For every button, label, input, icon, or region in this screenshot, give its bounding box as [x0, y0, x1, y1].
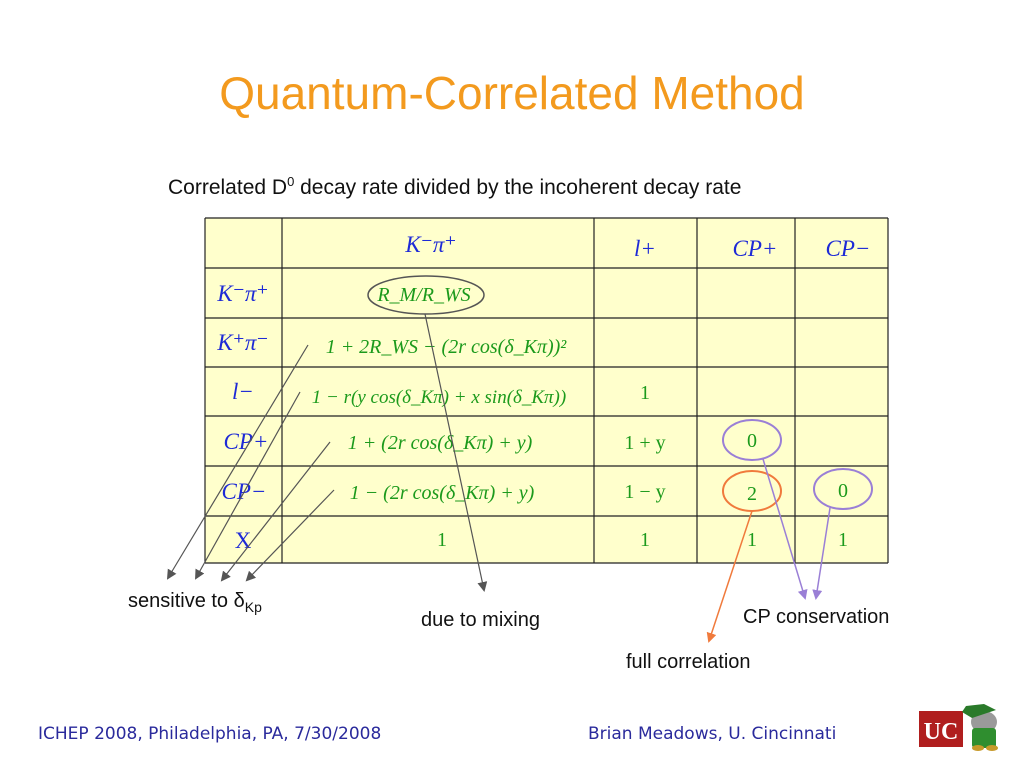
sensitive-arrows — [166, 344, 335, 582]
row-header-x: X — [235, 528, 252, 553]
svg-text:UC: UC — [924, 719, 959, 745]
cell-x-cp-plus: 1 — [747, 529, 757, 551]
highlight-circle-cp-plus-zero — [722, 419, 782, 461]
cell-cp-plus-l-plus: 1 + y — [624, 432, 665, 454]
note-mixing: due to mixing — [421, 609, 540, 631]
caption-prefix: Correlated D — [168, 176, 288, 199]
uc-logo-icon: UC — [919, 711, 963, 747]
babar-elephant-icon — [962, 704, 998, 751]
cell-cp-minus-cp-minus: 0 — [838, 480, 848, 502]
highlight-circle-rm-rws — [367, 275, 485, 315]
caption-superscript: 0 — [287, 174, 295, 189]
col-header-kpi: K⁻π⁺ — [404, 232, 456, 257]
footer-left: ICHEP 2008, Philadelphia, PA, 7/30/2008 — [38, 724, 382, 744]
expr-cp-minus: 1 − (2r cos(δ_Kπ) + y) — [350, 482, 535, 504]
full-correlation-arrow — [706, 510, 753, 643]
page-title: Quantum-Correlated Method — [219, 67, 805, 119]
highlight-circle-cp-minus-zero — [813, 468, 873, 510]
expr-l-minus: 1 − r(y cos(δ_Kπ) + x sin(δ_Kπ)) — [312, 387, 566, 408]
note-sensitive-sub: Kp — [244, 599, 262, 615]
row-header-l-minus: l− — [232, 379, 254, 404]
expr-x: 1 — [437, 529, 447, 551]
note-sensitive: sensitive to δKp — [128, 590, 262, 615]
cell-l-minus-l-plus: 1 — [640, 382, 650, 404]
row-header-kpi-conj: K⁺π⁻ — [216, 330, 268, 355]
note-cp-conservation: CP conservation — [743, 606, 890, 628]
row-header-kpi: K⁻π⁺ — [216, 281, 268, 306]
cell-x-l-plus: 1 — [640, 529, 650, 551]
cp-conservation-arrows — [762, 458, 831, 600]
row-header-cp-plus: CP+ — [224, 429, 269, 454]
cell-cp-minus-cp-plus: 2 — [747, 483, 757, 505]
expr-kpi-conj: 1 + 2R_WS − (2r cos(δ_Kπ))² — [326, 336, 568, 358]
note-full-correlation: full correlation — [626, 651, 751, 673]
expr-cp-plus: 1 + (2r cos(δ_Kπ) + y) — [348, 432, 533, 454]
cell-cp-minus-l-plus: 1 − y — [624, 481, 665, 503]
caption-suffix: decay rate divided by the incoherent dec… — [294, 176, 742, 199]
col-header-l-plus: l+ — [634, 236, 656, 261]
expr-rm-rws: R_M/R_WS — [376, 284, 470, 306]
note-sensitive-text: sensitive to δ — [128, 590, 245, 612]
cell-cp-plus-cp-plus: 0 — [747, 430, 757, 452]
mixing-arrow — [424, 313, 488, 592]
cell-x-cp-minus: 1 — [838, 529, 848, 551]
col-header-cp-minus: CP− — [826, 236, 871, 261]
table-caption: Correlated D0 decay rate divided by the … — [168, 174, 741, 200]
footer-right: Brian Meadows, U. Cincinnati — [588, 724, 837, 744]
col-header-cp-plus: CP+ — [733, 236, 778, 261]
table-grid — [204, 217, 889, 564]
